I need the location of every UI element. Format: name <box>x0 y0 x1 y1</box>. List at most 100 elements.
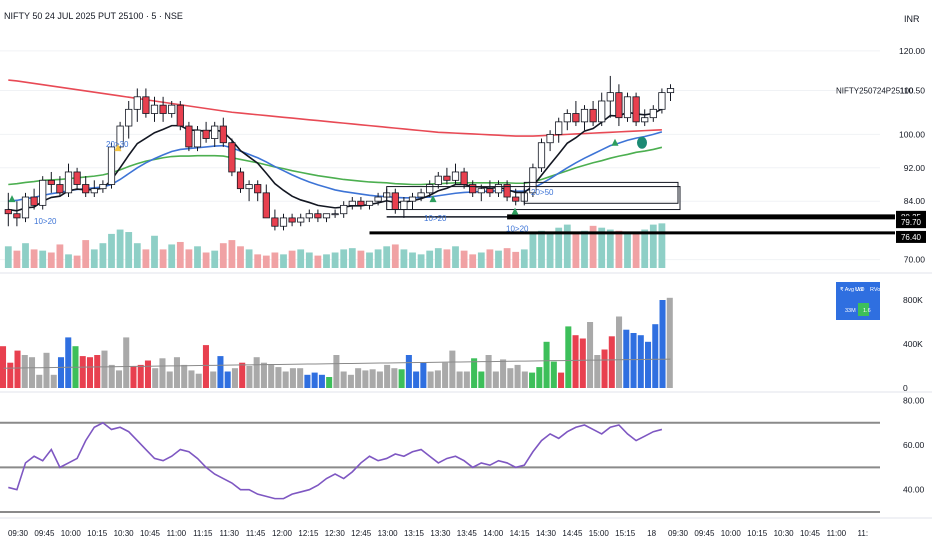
volume-bar <box>262 255 270 268</box>
time-tick-label: 15:15 <box>615 529 636 538</box>
candle-body <box>400 200 408 210</box>
relative-volume-bar <box>550 361 557 388</box>
relative-volume-bar <box>500 359 507 388</box>
volume-bar <box>125 232 133 268</box>
candle-body <box>202 129 210 139</box>
relative-volume-bar <box>246 366 253 388</box>
relative-volume-bar <box>565 326 572 388</box>
moving-average-line <box>8 131 663 202</box>
candle-body <box>649 108 657 119</box>
candle-body <box>623 96 632 119</box>
time-tick-label: 13:15 <box>404 529 425 538</box>
volume-bar <box>426 250 434 268</box>
relative-volume-bar <box>398 369 405 388</box>
crossover-annotation: 10>20 <box>506 224 529 233</box>
volume-bar <box>202 252 210 268</box>
time-tick-label: 09:45 <box>694 529 715 538</box>
candle-body <box>64 171 73 194</box>
candle-body <box>357 200 365 206</box>
candle-body <box>451 171 460 181</box>
volume-bar <box>211 250 219 268</box>
candle-body <box>494 184 503 194</box>
candle-body <box>417 192 425 198</box>
volume-bar <box>460 250 468 268</box>
volume-bar <box>271 252 279 268</box>
candle-body <box>443 175 451 181</box>
candle-body <box>615 92 623 119</box>
relative-volume-bar <box>239 362 246 388</box>
relative-volume-bar <box>137 364 144 388</box>
relative-volume-bar <box>645 341 652 388</box>
volume-bar <box>598 227 606 268</box>
relative-volume-bar <box>65 337 72 388</box>
volume-bar <box>288 250 296 268</box>
candle-body <box>426 184 434 194</box>
relative-volume-bar <box>384 364 391 388</box>
candle-body <box>133 96 141 110</box>
relative-volume-bar <box>434 370 441 388</box>
relative-volume-bar <box>57 357 65 388</box>
relative-volume-bar <box>318 374 325 388</box>
volume-bar <box>581 230 588 268</box>
volume-tick-label: 800K <box>903 295 923 305</box>
relative-volume-bar <box>659 300 666 388</box>
crossover-annotation: 20>30 <box>106 140 129 149</box>
time-tick-label: 14:15 <box>510 529 531 538</box>
relative-volume-bar <box>304 374 311 388</box>
candle-body <box>262 192 270 219</box>
relative-volume-bar <box>536 367 543 388</box>
candle-body <box>486 188 494 194</box>
relative-volume-bar <box>79 356 86 388</box>
volume-bar <box>503 248 511 268</box>
candle-body <box>30 196 38 206</box>
candle-body <box>82 184 90 194</box>
volume-bar <box>469 254 477 268</box>
candle-body <box>314 213 322 219</box>
relative-volume-bar <box>231 368 238 388</box>
relative-volume-bar <box>471 358 478 388</box>
stats-table-value: 1.6 <box>863 308 871 314</box>
moving-average-line <box>8 146 663 186</box>
candle-body <box>658 92 666 110</box>
relative-volume-bar <box>224 371 231 388</box>
candle-body <box>666 88 675 94</box>
relative-volume-bar <box>608 336 615 388</box>
volume-bar <box>624 232 631 268</box>
volume-bar <box>30 249 38 268</box>
signal-triangle <box>511 207 519 215</box>
currency-label: INR <box>904 14 920 24</box>
relative-volume-bar <box>666 297 673 388</box>
relative-volume-bar <box>86 357 94 388</box>
relative-volume-bar <box>355 368 362 388</box>
volume-bar <box>546 232 554 268</box>
volume-bar <box>22 243 29 268</box>
volume-bar <box>555 227 563 268</box>
time-tick-label: 11:00 <box>827 529 847 538</box>
volume-bar <box>409 252 416 268</box>
volume-bar <box>90 249 98 268</box>
volume-bar <box>477 252 485 268</box>
relative-volume-bar <box>572 335 579 388</box>
candle-body <box>245 184 253 190</box>
candle-body <box>254 184 262 194</box>
candle-body <box>632 96 640 123</box>
average-volume-line <box>3 358 671 369</box>
time-tick-label: 13:00 <box>378 529 399 538</box>
relative-volume-bar <box>7 362 14 388</box>
relative-volume-bar <box>623 329 630 388</box>
relative-volume-bar <box>326 377 333 388</box>
time-tick-label: 10:15 <box>747 529 768 538</box>
crossover-annotation: 10>20 <box>34 217 57 226</box>
volume-bar <box>529 233 537 268</box>
relative-volume-bar <box>478 371 485 388</box>
relative-volume-bar <box>594 355 601 388</box>
relative-volume-bar <box>630 333 637 388</box>
relative-volume-bar <box>492 371 499 388</box>
time-tick-label: 15:00 <box>589 529 610 538</box>
candle-body <box>598 100 606 123</box>
time-tick-label: 11:30 <box>219 529 239 538</box>
candle-body <box>47 179 55 185</box>
volume-bar <box>512 251 520 268</box>
